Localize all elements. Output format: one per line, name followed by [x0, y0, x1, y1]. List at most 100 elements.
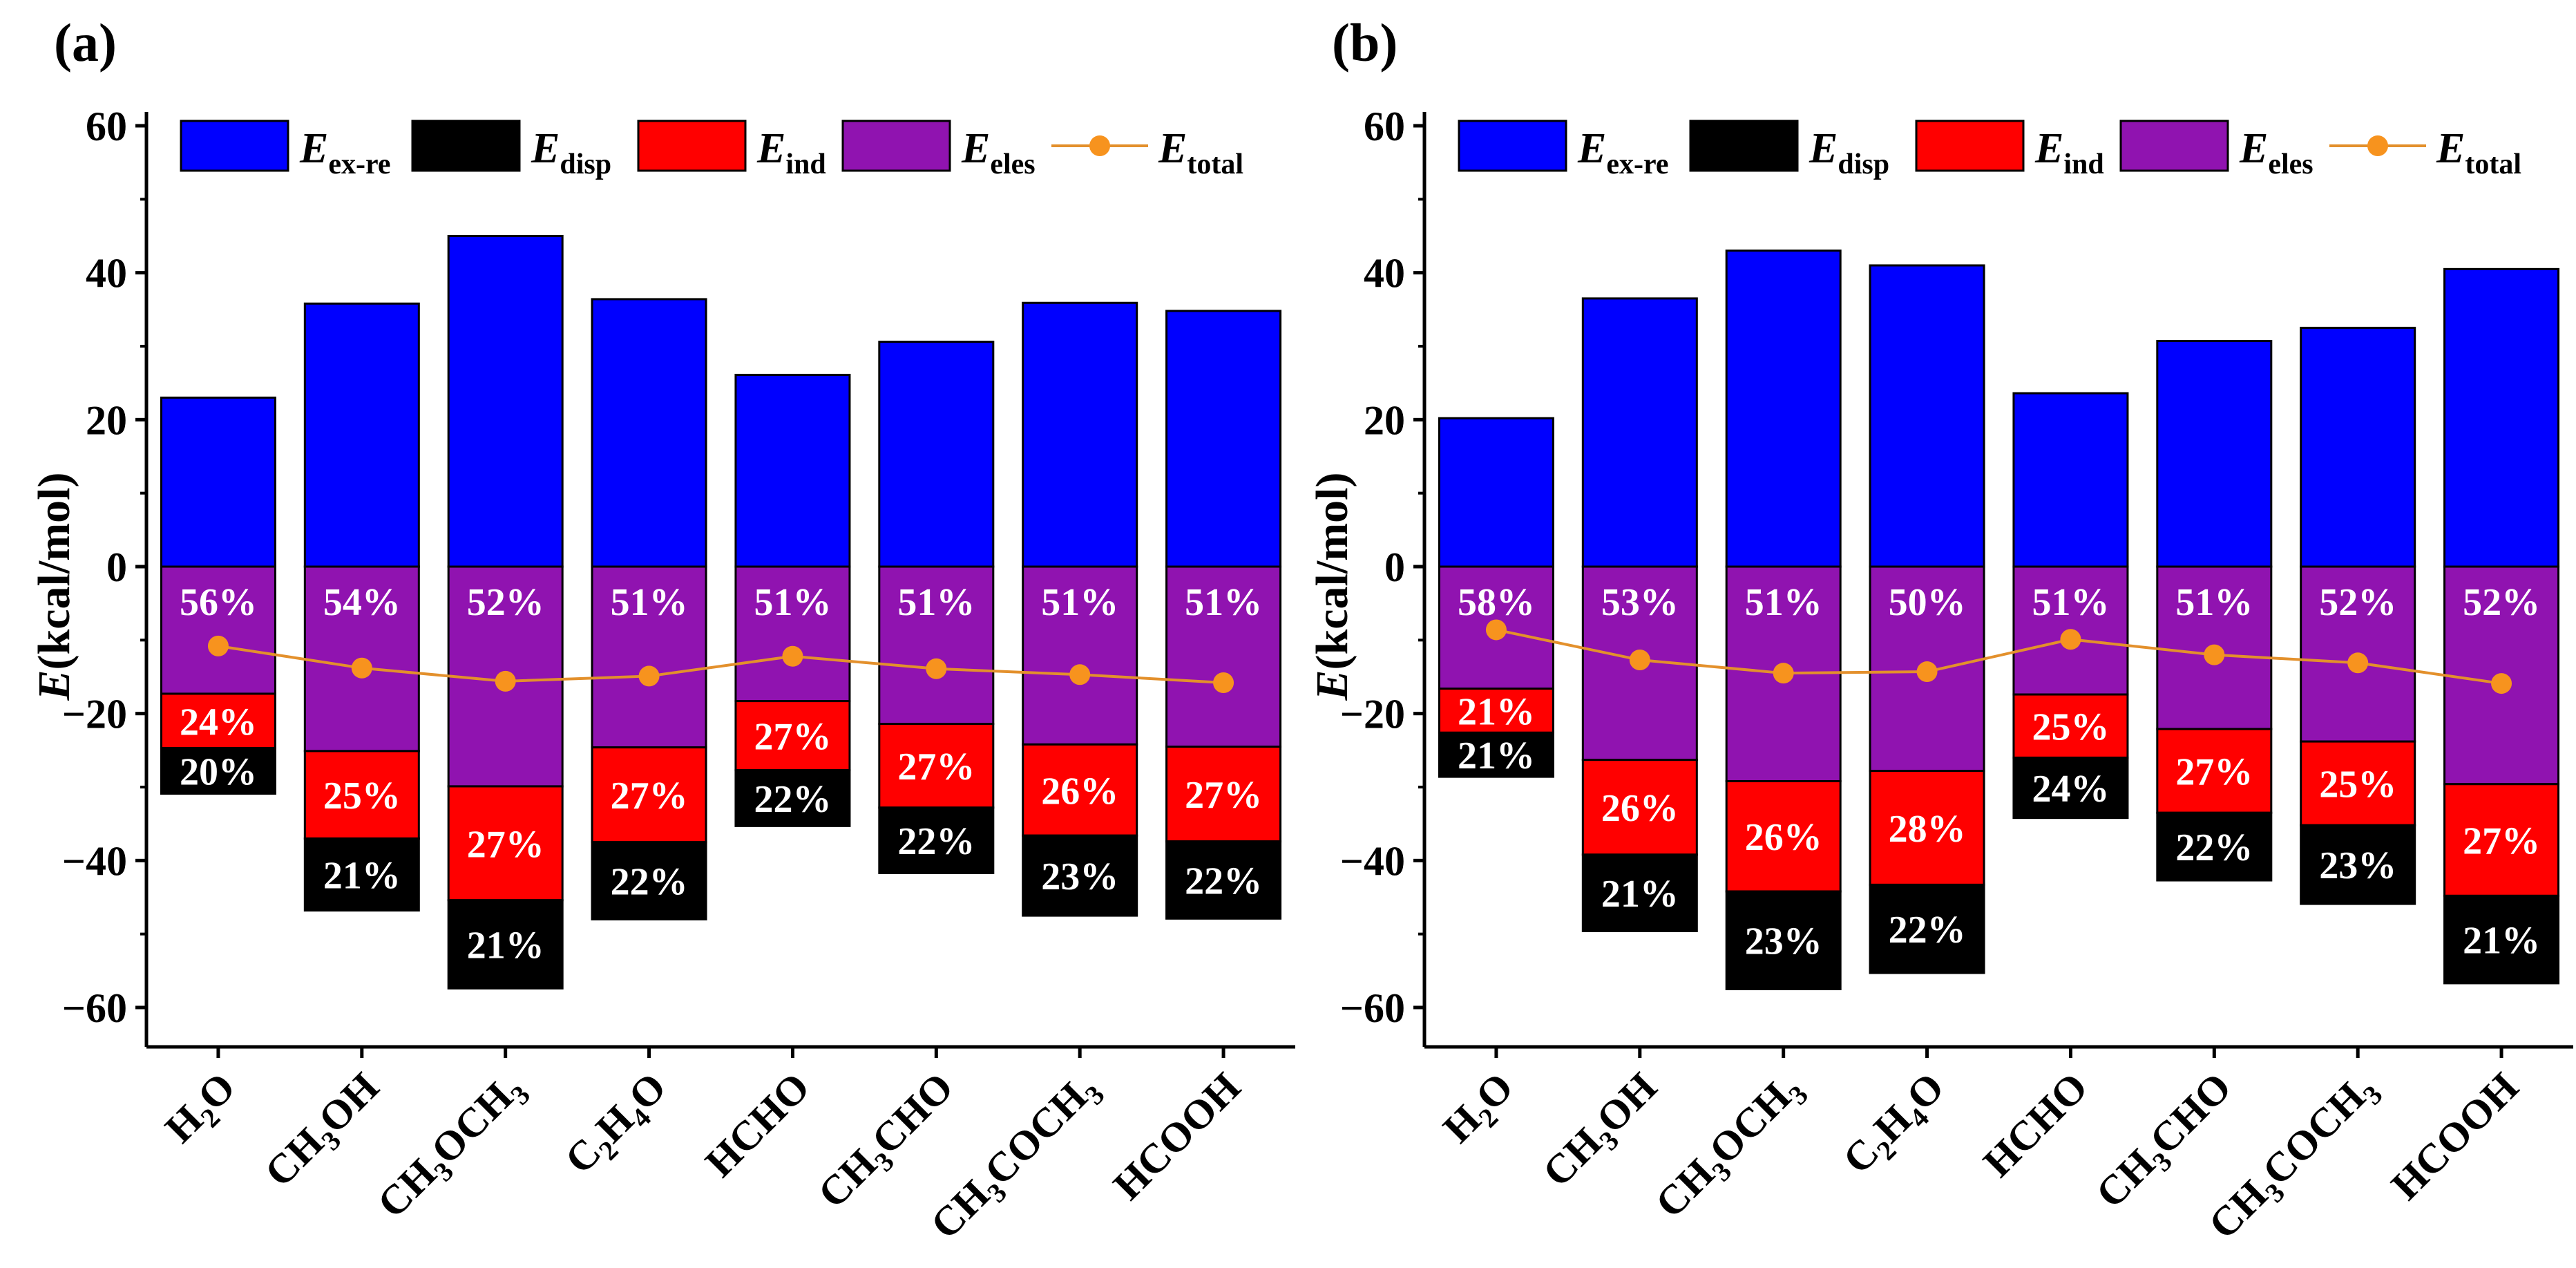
- pct-label-disp: 23%: [1745, 920, 1822, 963]
- pct-label-disp: 21%: [323, 855, 401, 898]
- y-tick-label: −40: [1340, 838, 1405, 884]
- legend-swatch-marker: [1089, 135, 1110, 156]
- pct-label-ind: 27%: [467, 823, 544, 866]
- legend-swatch-ind: [637, 120, 747, 172]
- bar-eles: [591, 565, 707, 749]
- bar-disp: [591, 841, 707, 920]
- total-marker: [1485, 619, 1507, 641]
- bar-disp: [160, 747, 276, 795]
- pct-label-eles: 51%: [897, 581, 975, 624]
- total-marker: [1213, 672, 1234, 694]
- bar-eles: [1022, 565, 1138, 746]
- y-tick-label: 0: [106, 545, 127, 590]
- x-tick-label-part: HCHO: [696, 1064, 818, 1186]
- legend-label-ind: Eind: [756, 125, 826, 180]
- pct-label-disp: 22%: [611, 861, 688, 904]
- pct-label-disp: 22%: [754, 778, 831, 821]
- x-tick-label: CH3OCH3: [369, 1064, 536, 1231]
- pct-label-eles: 53%: [1601, 581, 1679, 624]
- legend-swatch-ex_re: [180, 120, 289, 172]
- total-marker: [2491, 673, 2512, 694]
- pct-label-ind: 25%: [2319, 764, 2396, 806]
- legend-swatch-disp: [411, 120, 521, 172]
- y-tick-label: −40: [62, 838, 127, 884]
- panel-a: (a)E(kcal/mol)6040200−20−40−60H2OCH3OHCH…: [29, 12, 1295, 1247]
- legend-swatch-ind: [1915, 120, 2025, 172]
- bar-ind: [1725, 779, 1842, 893]
- bar-eles: [1165, 565, 1282, 748]
- pct-label-disp: 22%: [897, 820, 975, 863]
- legend-label-ex_re: Eex-re: [299, 125, 391, 180]
- legend: Eex-re Edisp Eind Eeles Etotal: [180, 120, 1243, 180]
- pct-label-disp: 20%: [180, 751, 257, 794]
- y-tick-label: −60: [62, 985, 127, 1031]
- y-tick-label: 20: [86, 397, 127, 443]
- pct-label-eles: 51%: [1041, 581, 1118, 624]
- total-line: [1496, 628, 2502, 685]
- bar-disp: [2300, 824, 2416, 905]
- legend-subscript: eles: [990, 149, 1035, 180]
- pct-label-disp: 23%: [2319, 844, 2396, 887]
- pct-label-disp: 23%: [1041, 855, 1118, 898]
- y-tick-label: 60: [1364, 104, 1405, 149]
- bar-ex-re: [734, 373, 851, 568]
- bar-disp: [734, 769, 851, 827]
- legend-subscript: total: [1187, 149, 1243, 180]
- bar-ex-re: [303, 302, 420, 568]
- x-tick-label-part: COCH: [2253, 1074, 2374, 1194]
- pct-label-ind: 27%: [611, 775, 688, 817]
- bar-disp: [2156, 811, 2273, 882]
- bar-ex-re: [1165, 310, 1282, 568]
- bar-ex-re: [2012, 392, 2129, 568]
- total-line: [218, 644, 1224, 685]
- pct-label-ind: 25%: [2032, 706, 2109, 749]
- legend-symbol: E: [1158, 125, 1187, 172]
- x-tick-label: CH3OCH3: [1647, 1064, 1814, 1231]
- x-tick-label: HCHO: [1974, 1064, 2096, 1186]
- pct-label-ind: 27%: [1185, 774, 1262, 817]
- y-axis-title: E(kcal/mol): [29, 473, 79, 701]
- y-tick-label: 40: [86, 251, 127, 296]
- total-marker: [1916, 661, 1938, 683]
- total-marker: [1773, 663, 1794, 684]
- bar-ind: [2443, 783, 2560, 897]
- bar-ind: [1869, 770, 1985, 886]
- bar-ex-re: [2300, 326, 2416, 568]
- pct-label-eles: 51%: [2175, 581, 2253, 624]
- legend-swatch-disp: [1689, 120, 1799, 172]
- legend-subscript: total: [2465, 149, 2521, 180]
- bar-disp: [447, 899, 564, 990]
- bar-eles: [734, 565, 851, 703]
- pct-label-ind: 24%: [180, 701, 257, 744]
- panel-label: (a): [54, 12, 117, 73]
- legend-symbol: E: [299, 125, 328, 172]
- bar-disp: [303, 837, 420, 912]
- bar-disp: [1725, 890, 1842, 990]
- bar-ind: [2156, 728, 2273, 814]
- legend-subscript: disp: [1838, 149, 1889, 180]
- pct-label-ind: 25%: [323, 775, 401, 817]
- y-tick-label: 0: [1384, 545, 1405, 590]
- pct-label-eles: 51%: [754, 581, 831, 624]
- bar-ex-re: [160, 396, 276, 568]
- legend-symbol: E: [756, 125, 785, 172]
- legend-subscript: ind: [785, 149, 826, 180]
- bar-disp: [2443, 894, 2560, 985]
- legend-swatch-eles: [841, 120, 951, 172]
- bar-disp: [1869, 883, 1985, 974]
- legend-swatch-eles: [2119, 120, 2229, 172]
- x-tick-label-part: HCOOH: [1105, 1064, 1249, 1209]
- legend-symbol: E: [531, 125, 560, 172]
- legend-label-total: Etotal: [2436, 125, 2521, 180]
- legend-swatch-ex_re: [1458, 120, 1567, 172]
- total-marker: [2060, 629, 2081, 650]
- total-marker: [1069, 664, 1091, 685]
- bar-ex-re: [1581, 297, 1698, 568]
- x-tick-label: CH3OH: [1534, 1064, 1671, 1201]
- bar-ex-re: [591, 298, 707, 568]
- bar-ind: [1022, 743, 1138, 837]
- pct-label-ind: 27%: [897, 746, 975, 788]
- y-tick-label: −60: [1340, 985, 1405, 1031]
- legend-subscript: ex-re: [1606, 149, 1668, 180]
- pct-label-ind: 27%: [754, 716, 831, 759]
